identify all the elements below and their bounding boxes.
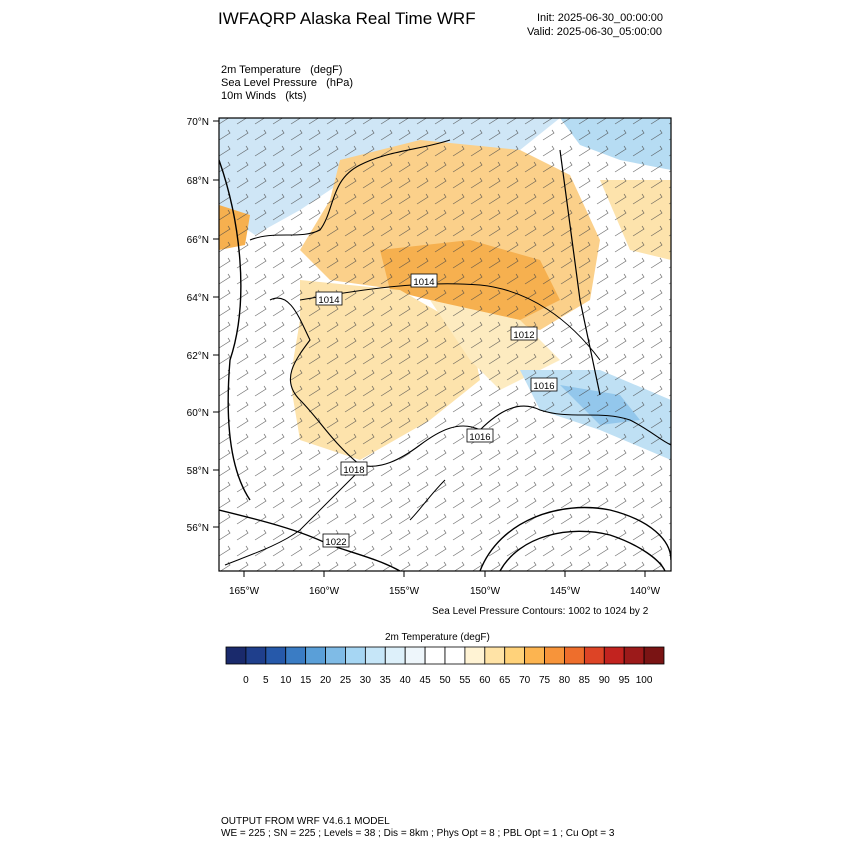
pressure-labels: 1014 1014 1012 1016 1016 1018 1022	[315, 273, 558, 548]
colorbar-swatch	[484, 646, 506, 665]
valid-time: Valid: 2025-06-30_05:00:00	[527, 26, 662, 38]
lat-tick-label: 60°N	[187, 408, 209, 419]
colorbar-swatch	[444, 646, 466, 665]
colorbar-label: 85	[579, 675, 591, 686]
colorbar-label: 20	[320, 675, 332, 686]
pressure-label-box	[315, 291, 343, 306]
colorbar-label: 80	[559, 675, 571, 686]
field-label-temperature: 2m Temperature (degF)	[221, 64, 342, 76]
pressure-label-box	[530, 377, 558, 392]
field-name: Sea Level Pressure	[221, 77, 317, 89]
field-name: 10m Winds	[221, 90, 277, 102]
model-config-line: WE = 225 ; SN = 225 ; Levels = 38 ; Dis …	[221, 828, 615, 839]
colorbar-swatch	[643, 646, 665, 665]
colorbar-label: 25	[340, 675, 352, 686]
pressure-label: 1022	[325, 537, 346, 548]
pressure-label-box	[322, 533, 350, 548]
colorbar-label: 30	[360, 675, 372, 686]
lat-tick-label: 64°N	[187, 293, 209, 304]
pressure-label-box	[510, 326, 538, 341]
colorbar-swatch	[583, 646, 605, 665]
field-label-pressure: Sea Level Pressure (hPa)	[221, 77, 353, 89]
colorbar-label: 100	[636, 675, 653, 686]
colorbar-label: 65	[499, 675, 511, 686]
colorbar-label: 5	[263, 675, 269, 686]
colorbar-label: 40	[400, 675, 412, 686]
colorbar-label: 55	[459, 675, 471, 686]
colorbar-swatch	[364, 646, 386, 665]
lon-tick-label: 155°W	[389, 586, 420, 597]
field-label-winds: 10m Winds (kts)	[221, 90, 307, 102]
colorbar-label: 95	[619, 675, 631, 686]
colorbar-swatch	[524, 646, 545, 665]
lat-tick-label: 58°N	[187, 466, 209, 477]
pressure-label-box	[340, 461, 368, 476]
lat-tick-label: 62°N	[187, 351, 209, 362]
pressure-label: 1016	[533, 381, 554, 392]
pressure-label: 1016	[469, 432, 490, 443]
colorbar-swatch	[325, 646, 346, 665]
colorbar-swatch	[504, 646, 526, 665]
field-unit: (hPa)	[326, 77, 354, 89]
field-unit: (kts)	[285, 90, 307, 102]
field-unit: (degF)	[310, 64, 343, 76]
field-name: 2m Temperature	[221, 64, 301, 76]
colorbar-swatch	[265, 646, 287, 665]
pressure-label: 1014	[413, 277, 434, 288]
colorbar-swatch	[424, 646, 446, 665]
colorbar-label: 70	[519, 675, 531, 686]
colorbar-title: 2m Temperature (degF)	[385, 632, 490, 643]
colorbar: 0 5 10 15 20 25 30 35 40 45 50 55 60 65 70 75 80 85 90 95 10…	[225, 646, 665, 686]
pressure-label-box	[466, 428, 494, 443]
colorbar-swatch	[384, 646, 406, 665]
longitude-axis: 165°W 160°W 155°W 150°W 145°W 140°W	[229, 571, 661, 597]
model-output-line: OUTPUT FROM WRF V4.6.1 MODEL	[221, 816, 390, 827]
colorbar-label: 0	[243, 675, 249, 686]
colorbar-swatch	[305, 646, 326, 665]
map-plot-area	[219, 118, 671, 571]
lat-tick-label: 66°N	[187, 235, 209, 246]
lon-tick-label: 145°W	[550, 586, 581, 597]
colorbar-swatch	[603, 646, 625, 665]
colorbar-swatch	[544, 646, 565, 665]
pressure-label: 1014	[318, 295, 339, 306]
colorbar-label: 45	[420, 675, 432, 686]
colorbar-swatch	[345, 646, 366, 665]
colorbar-swatch	[564, 646, 585, 665]
colorbar-label: 75	[539, 675, 551, 686]
map-title: IWFAQRP Alaska Real Time WRF	[218, 9, 476, 28]
colorbar-label: 35	[380, 675, 392, 686]
pressure-label: 1012	[513, 330, 534, 341]
lon-tick-label: 165°W	[229, 586, 260, 597]
latitude-axis: 70°N 68°N 66°N 64°N 62°N 60°N 58°N 56°N	[187, 117, 219, 534]
lon-tick-label: 150°W	[470, 586, 501, 597]
pressure-label-box	[410, 273, 438, 288]
lat-tick-label: 68°N	[187, 176, 209, 187]
colorbar-label: 90	[599, 675, 611, 686]
colorbar-swatch	[623, 646, 645, 665]
lat-tick-label: 56°N	[187, 523, 209, 534]
lon-tick-label: 160°W	[309, 586, 340, 597]
contour-note: Sea Level Pressure Contours: 1002 to 102…	[432, 606, 649, 617]
pressure-label: 1018	[343, 465, 364, 476]
init-time: Init: 2025-06-30_00:00:00	[537, 12, 663, 24]
lon-tick-label: 140°W	[630, 586, 661, 597]
colorbar-swatch	[404, 646, 426, 665]
lat-tick-label: 70°N	[187, 117, 209, 128]
colorbar-label: 60	[479, 675, 491, 686]
colorbar-swatch	[464, 646, 486, 665]
colorbar-label: 50	[439, 675, 451, 686]
colorbar-label: 15	[300, 675, 312, 686]
colorbar-swatch	[245, 646, 267, 665]
colorbar-label: 10	[280, 675, 292, 686]
colorbar-swatch	[225, 646, 247, 665]
colorbar-swatch	[285, 646, 307, 665]
